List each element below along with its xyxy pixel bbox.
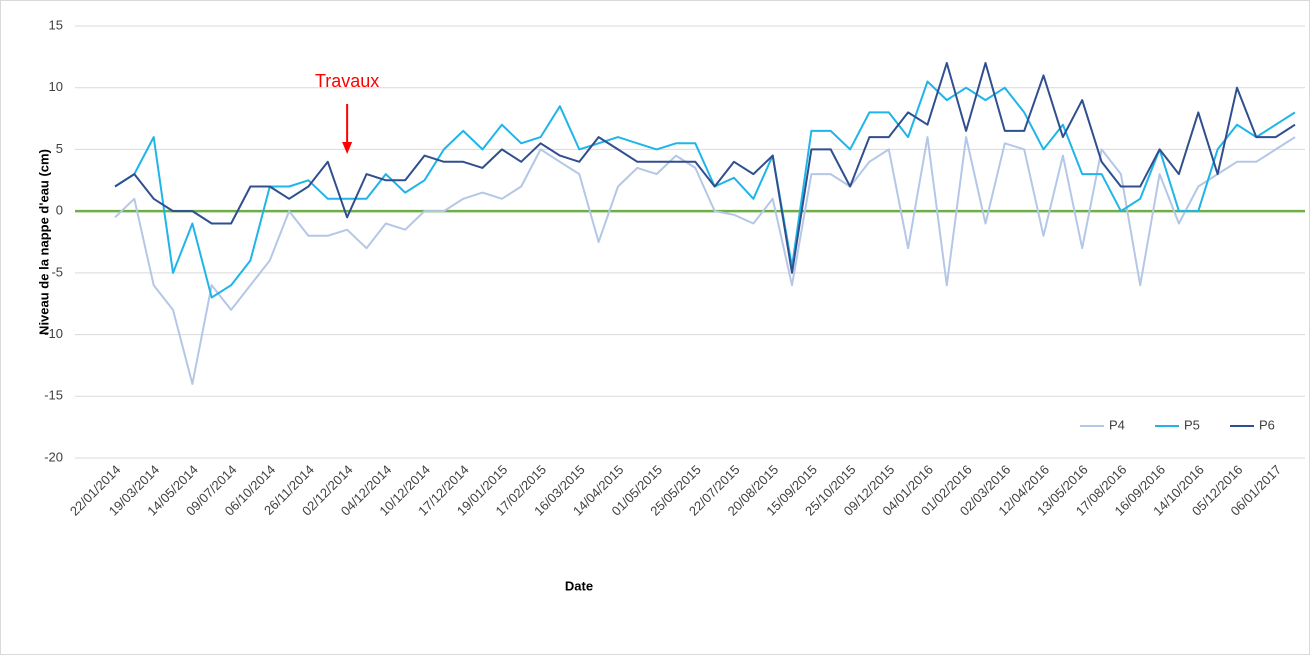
y-tick-label: -10 [44, 326, 63, 341]
series-line [114, 62, 1296, 274]
y-tick-label: -20 [44, 449, 63, 464]
y-tick-label: 15 [49, 17, 63, 32]
x-axis-label: Date [565, 578, 593, 593]
y-axis-label: Niveau de la nappe d'eau (cm) [36, 149, 51, 335]
y-tick-label: 5 [56, 141, 63, 156]
legend-label: P6 [1259, 417, 1275, 432]
y-tick-label: 10 [49, 79, 63, 94]
legend-label: P4 [1109, 417, 1125, 432]
y-tick-label: -15 [44, 388, 63, 403]
y-tick-label: -5 [51, 264, 63, 279]
series-line [114, 136, 1296, 385]
y-tick-label: 0 [56, 203, 63, 218]
annotation-arrowhead [342, 142, 353, 154]
annotation-text: Travaux [315, 71, 379, 91]
legend-label: P5 [1184, 417, 1200, 432]
